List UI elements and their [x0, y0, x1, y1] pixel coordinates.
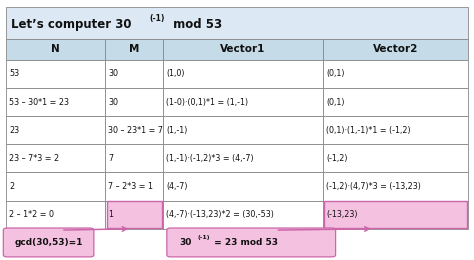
- Bar: [323, 116, 468, 144]
- Text: 53 – 30*1 = 23: 53 – 30*1 = 23: [9, 98, 69, 107]
- FancyBboxPatch shape: [3, 228, 94, 257]
- Bar: [324, 201, 467, 228]
- Bar: [323, 172, 468, 201]
- Text: 2: 2: [9, 182, 14, 191]
- Text: 30: 30: [109, 98, 118, 107]
- Text: (1-0)·(0,1)*1 = (1,-1): (1-0)·(0,1)*1 = (1,-1): [166, 98, 248, 107]
- Bar: [105, 172, 163, 201]
- Text: (0,1)·(1,-1)*1 = (-1,2): (0,1)·(1,-1)*1 = (-1,2): [326, 126, 410, 135]
- Bar: [323, 201, 468, 229]
- Text: gcd(30,53)=1: gcd(30,53)=1: [14, 238, 83, 247]
- Bar: [323, 60, 468, 88]
- Bar: [6, 60, 105, 88]
- Text: 1: 1: [109, 210, 113, 219]
- Bar: [6, 172, 105, 201]
- Bar: [105, 116, 163, 144]
- Bar: [323, 39, 468, 60]
- Text: 53: 53: [9, 69, 19, 79]
- Text: (-1,2)·(4,7)*3 = (-13,23): (-1,2)·(4,7)*3 = (-13,23): [326, 182, 421, 191]
- Bar: [6, 116, 105, 144]
- Bar: [105, 39, 163, 60]
- Text: 7 – 2*3 = 1: 7 – 2*3 = 1: [109, 182, 154, 191]
- Bar: [163, 144, 323, 172]
- Text: 2 – 1*2 = 0: 2 – 1*2 = 0: [9, 210, 54, 219]
- Text: (-1): (-1): [197, 235, 210, 239]
- Bar: [105, 201, 163, 229]
- Text: (1,-1): (1,-1): [166, 126, 188, 135]
- Bar: [6, 39, 105, 60]
- Text: 30: 30: [109, 69, 118, 79]
- Bar: [323, 144, 468, 172]
- Bar: [163, 116, 323, 144]
- Bar: [105, 88, 163, 116]
- Bar: [6, 201, 105, 229]
- Text: mod 53: mod 53: [169, 18, 222, 31]
- Text: 23 – 7*3 = 2: 23 – 7*3 = 2: [9, 154, 59, 163]
- Text: (-1): (-1): [150, 14, 165, 23]
- Bar: [105, 144, 163, 172]
- Text: 30: 30: [179, 238, 191, 247]
- Bar: [6, 88, 105, 116]
- Bar: [323, 88, 468, 116]
- Text: Let’s computer 30: Let’s computer 30: [11, 18, 132, 31]
- Bar: [163, 201, 323, 229]
- Text: (-1,2): (-1,2): [326, 154, 347, 163]
- Bar: [163, 60, 323, 88]
- Text: Vector1: Vector1: [220, 44, 265, 54]
- Text: (4,-7): (4,-7): [166, 182, 188, 191]
- Bar: [6, 144, 105, 172]
- Text: (0,1): (0,1): [326, 69, 345, 79]
- Text: (1,-1)·(-1,2)*3 = (4,-7): (1,-1)·(-1,2)*3 = (4,-7): [166, 154, 254, 163]
- Bar: [107, 201, 162, 228]
- Bar: [163, 39, 323, 60]
- Text: 23: 23: [9, 126, 19, 135]
- Text: (0,1): (0,1): [326, 98, 345, 107]
- Text: N: N: [51, 44, 60, 54]
- Bar: [163, 88, 323, 116]
- Bar: [105, 60, 163, 88]
- Text: M: M: [129, 44, 139, 54]
- Bar: [163, 172, 323, 201]
- Text: (1,0): (1,0): [166, 69, 185, 79]
- Text: Vector2: Vector2: [373, 44, 418, 54]
- Text: (-13,23): (-13,23): [326, 210, 357, 219]
- Text: (4,-7)·(-13,23)*2 = (30,-53): (4,-7)·(-13,23)*2 = (30,-53): [166, 210, 274, 219]
- Bar: [6, 6, 468, 39]
- Text: 30 – 23*1 = 7: 30 – 23*1 = 7: [109, 126, 164, 135]
- Text: = 23 mod 53: = 23 mod 53: [211, 238, 278, 247]
- FancyBboxPatch shape: [167, 228, 336, 257]
- Text: 7: 7: [109, 154, 114, 163]
